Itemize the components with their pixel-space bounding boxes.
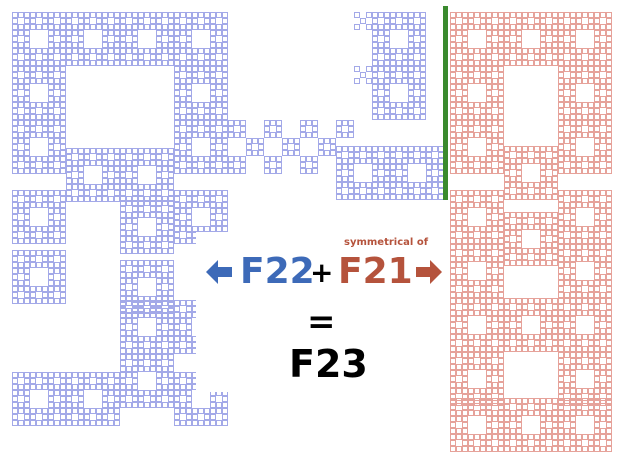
equals-sign: =	[307, 302, 336, 342]
symmetrical-note: symmetrical of	[344, 237, 429, 248]
f21-fractal	[451, 13, 612, 452]
label-backdrop	[196, 232, 446, 392]
arrow-right-icon	[416, 260, 442, 284]
f23-result-label: F23	[289, 342, 368, 386]
plus-sign: +	[310, 256, 334, 289]
f22-label: F22	[240, 251, 315, 292]
f21-label: F21	[338, 251, 413, 292]
symmetry-divider-line	[443, 6, 448, 200]
arrow-left-icon	[206, 260, 232, 284]
